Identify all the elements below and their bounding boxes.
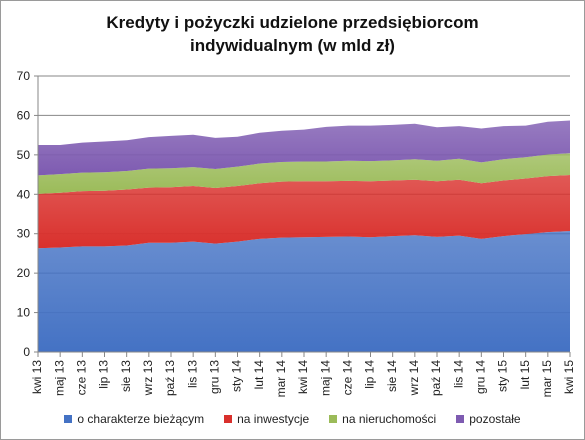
series-area-2 (38, 153, 570, 194)
y-tick-label: 40 (17, 187, 31, 201)
x-tick-label: cze 14 (341, 360, 355, 396)
x-tick-label: sty 14 (230, 360, 244, 392)
y-tick-label: 50 (17, 148, 31, 162)
chart-title-line-2: indywidualnym (w mld zł) (190, 36, 395, 55)
legend-swatch (329, 415, 338, 423)
x-tick-label: maj 14 (318, 360, 332, 396)
y-tick-label: 60 (17, 108, 31, 122)
series-area-0 (38, 230, 570, 352)
legend-swatch (64, 415, 73, 423)
x-tick-label: paź 14 (429, 360, 443, 396)
legend-swatch (224, 415, 233, 423)
x-tick-label: sie 14 (385, 360, 399, 392)
x-axis-tick-labels: kwi 13 maj 13 cze 13 lip 13 sie 13 wrz 13 paź … (30, 360, 576, 398)
x-tick-label: cze 13 (75, 360, 89, 396)
series-area-3 (38, 120, 570, 176)
chart-title-line-1: Kredyty i pożyczki udzielone przedsiębio… (106, 13, 479, 32)
x-tick-label: gru 14 (474, 360, 488, 394)
x-tick-label: mar 14 (274, 360, 288, 398)
x-tick-label: mar 15 (540, 360, 554, 398)
y-tick-label: 10 (17, 306, 31, 320)
chart-title: Kredyty i pożyczki udzielone przedsiębio… (1, 11, 584, 57)
x-tick-label: wrz 14 (407, 360, 421, 397)
legend: o charakterze bieżącym na inwestycje na ni… (1, 412, 584, 426)
y-axis-tick-labels: 0 10 20 30 40 50 60 70 (17, 69, 31, 359)
x-tick-label: lis 13 (185, 360, 199, 388)
x-tick-label: kwi 13 (30, 360, 44, 394)
x-tick-label: lip 13 (97, 360, 111, 389)
x-tick-label: lip 14 (363, 360, 377, 389)
y-tick-label: 30 (17, 227, 31, 241)
x-tick-label: lut 15 (518, 360, 532, 390)
x-tick-label: wrz 13 (141, 360, 155, 397)
legend-item: na inwestycje (224, 412, 309, 426)
axes (34, 75, 571, 357)
stacked-areas (38, 120, 570, 352)
y-tick-label: 70 (17, 69, 31, 83)
legend-label: na inwestycje (237, 412, 310, 426)
x-tick-label: sty 15 (496, 360, 510, 392)
y-tick-label: 20 (17, 266, 31, 280)
legend-label: na nieruchomości (342, 412, 437, 426)
legend-swatch (456, 415, 465, 423)
x-tick-label: maj 13 (52, 360, 66, 396)
x-tick-label: kwi 15 (562, 360, 576, 394)
x-tick-label: paź 13 (163, 360, 177, 396)
legend-item: o charakterze bieżącym (64, 412, 204, 426)
legend-item: pozostałe (456, 412, 521, 426)
x-tick-label: kwi 14 (296, 360, 310, 394)
legend-item: na nieruchomości (329, 412, 436, 426)
x-tick-label: gru 13 (208, 360, 222, 394)
y-tick-label: 0 (23, 345, 30, 359)
legend-label: pozostałe (469, 412, 521, 426)
series-area-1 (38, 174, 570, 249)
x-tick-label: lut 14 (252, 360, 266, 390)
x-tick-label: sie 13 (119, 360, 133, 392)
area-chart: 0 10 20 30 40 50 60 70 kwi 13 maj 13 cze 13 lip 13… (17, 69, 577, 398)
x-tick-label: lis 14 (451, 360, 465, 388)
legend-label: o charakterze bieżącym (77, 412, 205, 426)
